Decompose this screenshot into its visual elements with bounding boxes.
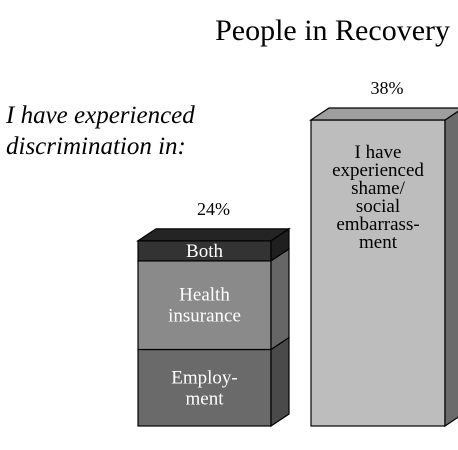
bar-0-segment-0-label: Employ-ment — [171, 367, 238, 409]
bar-1-segment-0-label: I have experienced shame/social embarrass-m… — [332, 142, 424, 253]
chart-title: People in Recovery — [215, 14, 450, 47]
chart-subtitle: I have experienced discrimination in: — [6, 102, 195, 160]
bar-0-segment-1-side — [270, 247, 290, 351]
bar-0-total-label: 24% — [197, 199, 230, 219]
bar-1-top — [309, 107, 458, 121]
bar-0-segment-0-side — [270, 336, 290, 428]
bar-0-segment-1-label: Health insurance — [168, 285, 241, 327]
bar-1-segment-0 — [310, 119, 446, 427]
bar-1-total-label: 38% — [371, 78, 404, 98]
bar-1-segment-0-side — [444, 110, 458, 428]
bar-0-segment-1 — [137, 260, 272, 351]
bar-0-top — [136, 228, 291, 242]
bar-0-segment-2-label: Both — [186, 241, 223, 262]
